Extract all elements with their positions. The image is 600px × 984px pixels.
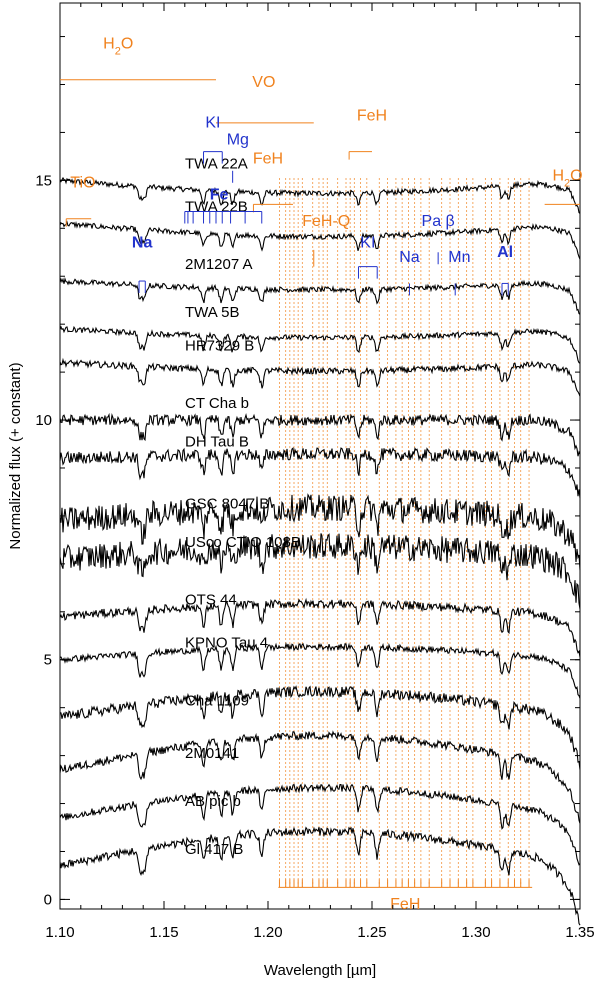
line-annotations: H2O VO FeH FeH TiO H2O FeH-Q Na KI Mg Fe KI Na Pa β Mn… <box>60 36 583 913</box>
series-label: CT Cha b <box>185 395 249 412</box>
annotation-label: FeH-Q <box>302 213 350 230</box>
series-line <box>59 826 581 926</box>
x-axis-label: Wavelength [µm] <box>264 962 376 979</box>
annotation-label: FeH <box>253 151 283 168</box>
annotation-label: TiO <box>70 175 95 192</box>
annotation-label: VO <box>252 74 275 91</box>
annotation-label: FeH <box>390 896 420 913</box>
series-label: OTS 44 <box>185 592 237 609</box>
y-axis-label: Normalized flux (+ constant) <box>7 362 24 549</box>
series-line <box>59 685 581 770</box>
y-tick-label: 5 <box>44 652 52 669</box>
y-tick-label: 0 <box>44 891 52 908</box>
series-label: TWA 5B <box>185 304 239 321</box>
spectra-series <box>59 176 581 926</box>
series-label: 2M0141 <box>185 745 239 762</box>
annotation-label: FeH <box>357 107 387 124</box>
series-line <box>59 277 581 315</box>
annotation-label: Na <box>399 249 420 266</box>
x-tick-label: 1.15 <box>149 924 178 941</box>
annotation-label: Fe <box>210 187 229 204</box>
series-line <box>59 533 581 610</box>
series-label: HR7329 B <box>185 338 254 355</box>
series-line <box>59 783 581 866</box>
series-label: DH Tau B <box>185 433 249 450</box>
series-line <box>59 493 581 571</box>
y-tick-label: 15 <box>35 172 52 189</box>
annotation-label: Na <box>132 234 153 251</box>
series-label: Gl 417 B <box>185 841 243 858</box>
series-line <box>59 446 581 499</box>
series-label: AB pic b <box>185 793 241 810</box>
x-tick-label: 1.25 <box>357 924 386 941</box>
annotation-label: Pa β <box>422 213 455 230</box>
series-label: KPNO Tau 4 <box>185 635 268 652</box>
series-label: 2M1207 A <box>185 256 253 273</box>
annotation-label: Al <box>497 244 513 261</box>
series-line <box>59 641 581 699</box>
series-line <box>59 325 581 364</box>
x-tick-label: 1.10 <box>45 924 74 941</box>
x-tick-label: 1.35 <box>565 924 594 941</box>
y-tick-label: 10 <box>35 412 52 429</box>
series-line <box>59 730 581 824</box>
x-tick-label: 1.20 <box>253 924 282 941</box>
series-label: USco CTIO 108B <box>185 534 301 551</box>
annotation-label: KI <box>360 234 375 251</box>
series-line <box>59 357 581 397</box>
annotation-label: H2O <box>103 36 133 58</box>
series-label: GSC 8047 B <box>185 496 269 513</box>
plot-frame <box>59 2 581 910</box>
series-label: Cha 1109 <box>185 692 249 709</box>
annotation-label: H2O <box>552 167 582 189</box>
series-line <box>59 220 581 260</box>
series-line <box>59 412 581 457</box>
annotation-label: KI <box>205 115 220 132</box>
feh-dashed-lines <box>279 177 530 888</box>
axes: 1.10 1.15 1.20 1.25 1.30 1.35 0 5 10 15 <box>35 3 595 941</box>
series-line <box>59 597 581 658</box>
annotation-label: Mn <box>448 249 470 266</box>
x-tick-label: 1.30 <box>461 924 490 941</box>
series-line <box>59 176 581 214</box>
series-label: TWA 22A <box>185 155 248 172</box>
annotation-label: Mg <box>227 131 249 148</box>
